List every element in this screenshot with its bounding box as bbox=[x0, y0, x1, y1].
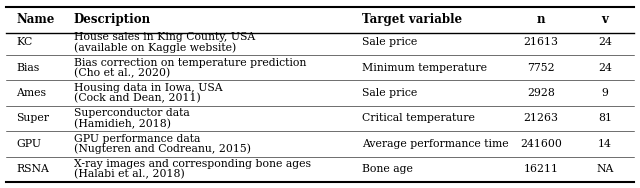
Text: 21613: 21613 bbox=[524, 37, 558, 47]
Text: 7752: 7752 bbox=[527, 63, 555, 73]
Text: 16211: 16211 bbox=[524, 164, 558, 174]
Text: 9: 9 bbox=[602, 88, 608, 98]
Text: House sales in King County, USA: House sales in King County, USA bbox=[74, 32, 255, 42]
Text: 241600: 241600 bbox=[520, 139, 562, 149]
Text: 24: 24 bbox=[598, 37, 612, 47]
Text: n: n bbox=[536, 13, 545, 26]
Text: Bias: Bias bbox=[16, 63, 39, 73]
Text: v: v bbox=[602, 13, 608, 26]
Text: (Nugteren and Codreanu, 2015): (Nugteren and Codreanu, 2015) bbox=[74, 144, 251, 154]
Text: 2928: 2928 bbox=[527, 88, 555, 98]
Text: RSNA: RSNA bbox=[16, 164, 49, 174]
Text: (Hamidieh, 2018): (Hamidieh, 2018) bbox=[74, 118, 171, 129]
Text: Super: Super bbox=[16, 113, 49, 124]
Text: Ames: Ames bbox=[16, 88, 46, 98]
Text: X-ray images and corresponding bone ages: X-ray images and corresponding bone ages bbox=[74, 159, 310, 169]
Text: 24: 24 bbox=[598, 63, 612, 73]
Text: Minimum temperature: Minimum temperature bbox=[362, 63, 486, 73]
Text: (Cock and Dean, 2011): (Cock and Dean, 2011) bbox=[74, 93, 200, 103]
Text: Target variable: Target variable bbox=[362, 13, 461, 26]
Text: Bias correction on temperature prediction: Bias correction on temperature predictio… bbox=[74, 58, 306, 67]
Text: Housing data in Iowa, USA: Housing data in Iowa, USA bbox=[74, 83, 222, 93]
Text: 81: 81 bbox=[598, 113, 612, 124]
Text: Superconductor data: Superconductor data bbox=[74, 108, 189, 118]
Text: 21263: 21263 bbox=[524, 113, 558, 124]
Text: Description: Description bbox=[74, 13, 151, 26]
Text: Critical temperature: Critical temperature bbox=[362, 113, 474, 124]
Text: GPU: GPU bbox=[16, 139, 41, 149]
Text: (available on Kaggle website): (available on Kaggle website) bbox=[74, 42, 236, 53]
Text: KC: KC bbox=[16, 37, 32, 47]
Text: (Cho et al., 2020): (Cho et al., 2020) bbox=[74, 68, 170, 78]
Text: 14: 14 bbox=[598, 139, 612, 149]
Text: Average performance time: Average performance time bbox=[362, 139, 508, 149]
Text: Name: Name bbox=[16, 13, 54, 26]
Text: (Halabi et al., 2018): (Halabi et al., 2018) bbox=[74, 169, 184, 180]
Text: Sale price: Sale price bbox=[362, 37, 417, 47]
Text: NA: NA bbox=[596, 164, 614, 174]
Text: GPU performance data: GPU performance data bbox=[74, 134, 200, 144]
Text: Bone age: Bone age bbox=[362, 164, 412, 174]
Text: Sale price: Sale price bbox=[362, 88, 417, 98]
